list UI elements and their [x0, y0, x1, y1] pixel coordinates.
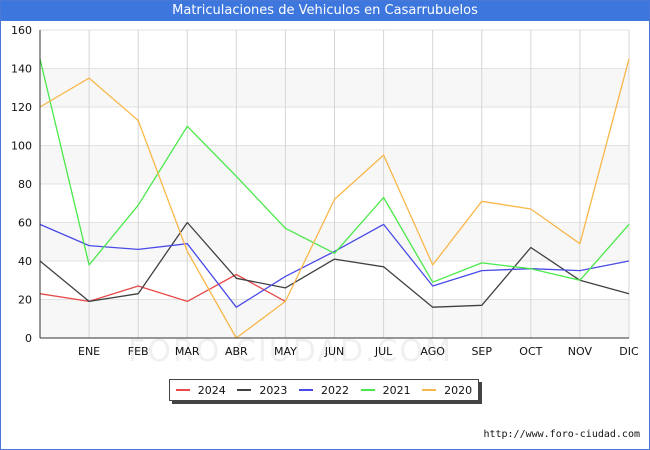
series-layer	[39, 58, 630, 339]
series-line-2024	[39, 273, 286, 303]
x-tick-label: DIC	[619, 345, 639, 358]
x-tick-label: ENE	[78, 345, 100, 358]
x-tick-label: MAY	[274, 345, 297, 358]
series-line-2021	[39, 58, 630, 283]
chart-title: Matriculaciones de Vehiculos en Casarrub…	[1, 1, 649, 21]
x-tick-label: AGO	[420, 345, 445, 358]
legend-swatch	[298, 389, 313, 391]
y-tick-label: 140	[11, 63, 32, 76]
legend-label: 2024	[197, 383, 226, 397]
legend-swatch	[175, 389, 190, 391]
legend-item-2024: 2024	[175, 383, 226, 397]
series-line-2020	[39, 58, 630, 339]
x-tick-label: ABR	[225, 345, 248, 358]
x-tick-label: SEP	[471, 345, 492, 358]
x-tick-label: FEB	[128, 345, 149, 358]
y-tick-label: 60	[18, 217, 32, 230]
legend-item-2021: 2021	[360, 383, 411, 397]
series-line-2023	[39, 221, 630, 308]
legend-swatch	[360, 389, 375, 391]
x-tick-label: MAR	[175, 345, 200, 358]
legend-item-2023: 2023	[237, 384, 287, 397]
legend-swatch	[237, 389, 252, 391]
y-tick-label: 80	[18, 178, 32, 191]
legend-item-2022: 2022	[298, 383, 349, 397]
legend-label: 2020	[444, 383, 473, 397]
legend-label: 2023	[259, 383, 288, 397]
x-tick-label: OCT	[519, 345, 542, 358]
y-tick-label: 120	[11, 101, 32, 114]
y-tick-label: 160	[11, 24, 32, 37]
tick-labels: 0 20 40 60 80 100 120 140 160 ENE FEB MAR ABR MAY JUN J…	[11, 24, 639, 358]
legend-label: 2022	[320, 383, 349, 397]
y-tick-label: 20	[18, 294, 32, 307]
x-tick-label: JUL	[374, 345, 393, 358]
legend: 2024 2023 2022 2021 2020	[169, 379, 479, 401]
legend-label: 2021	[382, 383, 411, 397]
y-tick-label: 0	[25, 332, 32, 345]
y-tick-label: 100	[11, 140, 32, 153]
x-tick-label: NOV	[568, 345, 593, 358]
watermark: FORO-CIUDAD.COM	[128, 334, 453, 369]
source-text: http://www.foro-ciudad.com	[483, 429, 640, 440]
legend-swatch	[422, 389, 437, 391]
x-tick-label: JUN	[324, 345, 345, 358]
axis-layer	[39, 30, 629, 339]
y-tick-label: 40	[18, 255, 32, 268]
legend-item-2020: 2020	[422, 384, 472, 397]
